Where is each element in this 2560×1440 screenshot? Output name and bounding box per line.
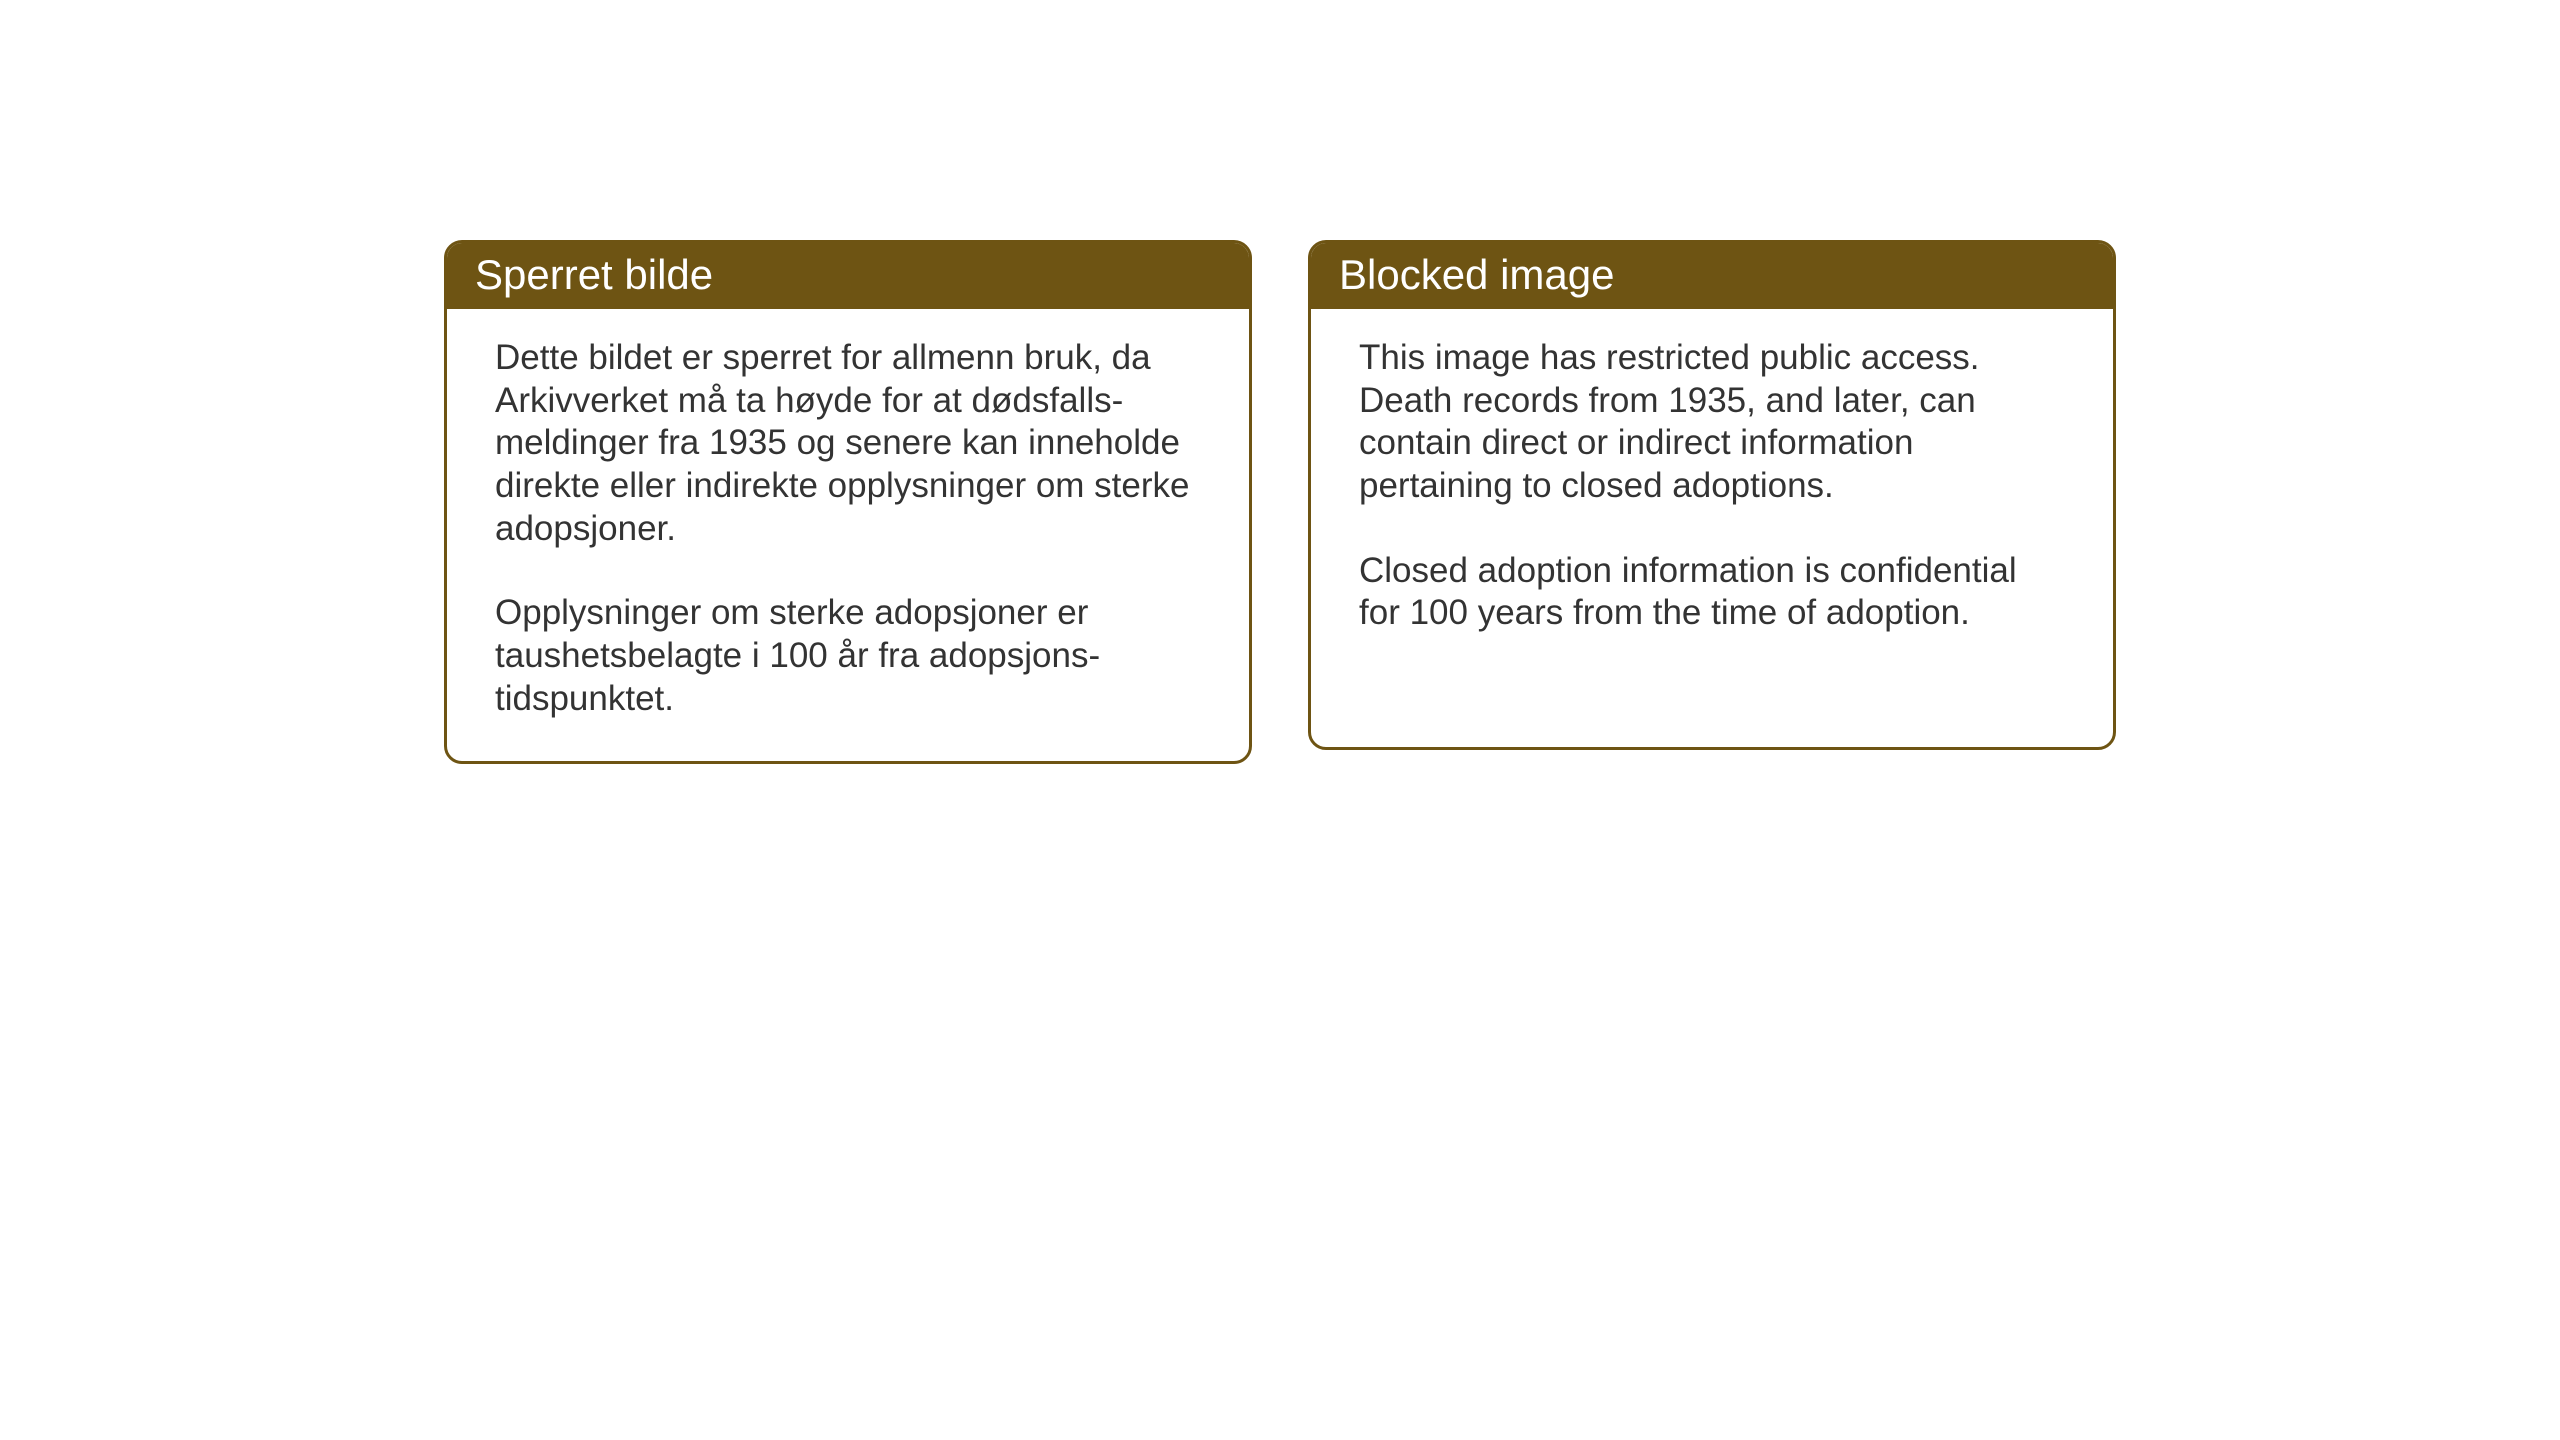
card-paragraph: Opplysninger om sterke adopsjoner er tau… bbox=[495, 592, 1201, 720]
notice-container: Sperret bilde Dette bildet er sperret fo… bbox=[444, 240, 2116, 764]
notice-card-english: Blocked image This image has restricted … bbox=[1308, 240, 2116, 750]
card-header-norwegian: Sperret bilde bbox=[447, 243, 1249, 309]
card-title: Blocked image bbox=[1339, 251, 1614, 298]
card-header-english: Blocked image bbox=[1311, 243, 2113, 309]
notice-card-norwegian: Sperret bilde Dette bildet er sperret fo… bbox=[444, 240, 1252, 764]
card-body-norwegian: Dette bildet er sperret for allmenn bruk… bbox=[447, 309, 1249, 761]
card-body-english: This image has restricted public access.… bbox=[1311, 309, 2113, 675]
card-paragraph: Closed adoption information is confident… bbox=[1359, 550, 2065, 635]
card-paragraph: Dette bildet er sperret for allmenn bruk… bbox=[495, 337, 1201, 550]
card-paragraph: This image has restricted public access.… bbox=[1359, 337, 2065, 508]
card-title: Sperret bilde bbox=[475, 251, 713, 298]
